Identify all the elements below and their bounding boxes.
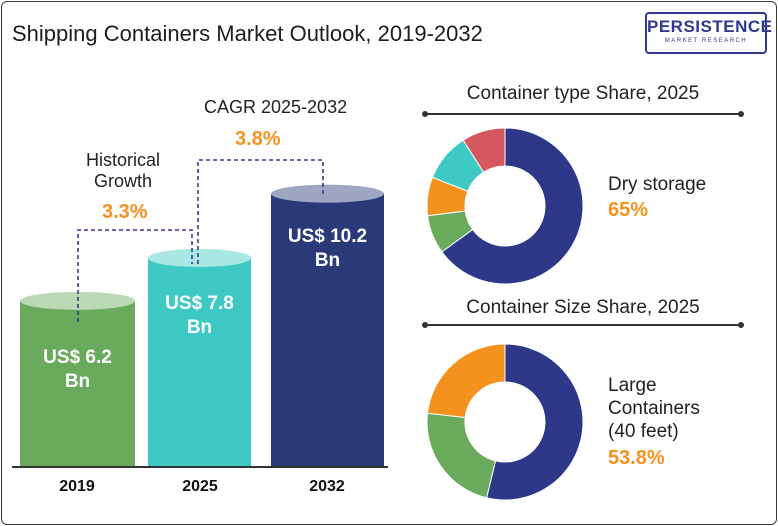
container-type-slice-4 [462, 127, 506, 173]
container-type-slice-0 [441, 127, 584, 285]
x-tick-2019: 2019 [59, 478, 95, 495]
bar-2032 [271, 193, 384, 467]
dry-storage-label: Dry storage [608, 174, 707, 195]
container-type-rule [422, 111, 744, 117]
cagr-pct: 3.8% [235, 128, 281, 150]
x-tick-2025: 2025 [182, 478, 218, 495]
cagr-connector [197, 159, 324, 264]
logo-main-text: PERSISTENCE [647, 17, 773, 36]
historical-growth-pct: 3.3% [102, 201, 148, 223]
container-type-title: Container type Share, 2025 [466, 83, 700, 104]
large-containers-pct: 53.8% [608, 447, 665, 469]
bar-top-2025 [148, 248, 251, 267]
container-size-title: Container Size Share, 2025 [466, 297, 700, 318]
dry-storage-pct: 65% [608, 199, 649, 221]
bar-2025 [148, 257, 251, 467]
page-title: Shipping Containers Market Outlook, 2019… [12, 21, 483, 46]
bar-label-2025: US$ 7.8 Bn [165, 293, 234, 338]
bar-top-2032 [271, 184, 384, 203]
bar-label-2019: US$ 6.2 Bn [43, 347, 112, 392]
large-containers-label: Large Containers (40 feet) [608, 375, 700, 442]
container-size-slice-2 [426, 343, 506, 419]
container-size-slice-1 [426, 412, 497, 499]
historical-connector [77, 229, 193, 322]
historical-growth-label: Historical Growth [86, 150, 161, 191]
persistence-logo: PERSISTENCE MARKET RESEARCH [645, 12, 773, 54]
bar-label-2032: US$ 10.2 Bn [287, 226, 368, 271]
cagr-label: CAGR 2025-2032 [204, 97, 348, 117]
bar-2019 [20, 300, 135, 467]
logo-sub-text: MARKET RESEARCH [664, 38, 748, 44]
container-size-slice-0 [485, 343, 584, 501]
container-size-rule [422, 322, 744, 328]
x-tick-2032: 2032 [309, 478, 345, 495]
